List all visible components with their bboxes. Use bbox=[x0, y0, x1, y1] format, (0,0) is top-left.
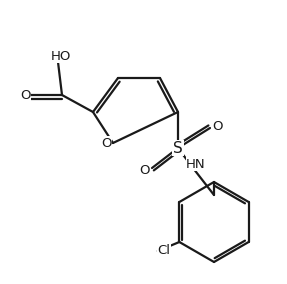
Text: HN: HN bbox=[186, 158, 206, 170]
Text: O: O bbox=[139, 164, 149, 176]
Text: Cl: Cl bbox=[157, 245, 170, 258]
Text: O: O bbox=[212, 120, 222, 133]
Text: S: S bbox=[173, 141, 183, 156]
Text: HO: HO bbox=[51, 49, 71, 62]
Text: O: O bbox=[20, 89, 30, 101]
Text: O: O bbox=[101, 137, 111, 149]
